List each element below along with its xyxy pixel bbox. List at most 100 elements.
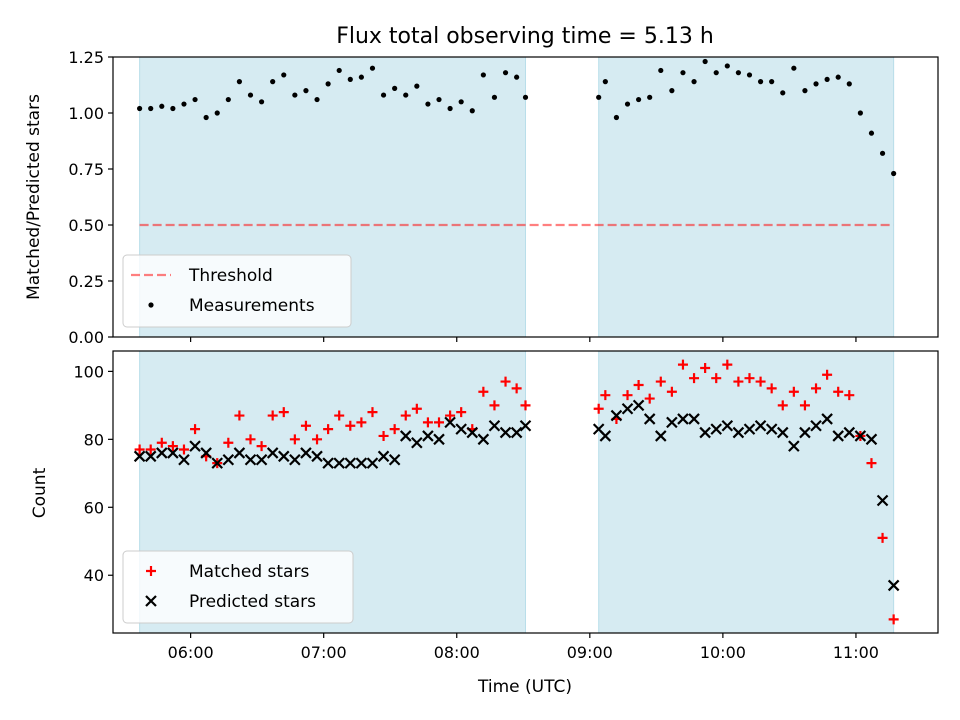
predicted-star-point bbox=[300, 447, 312, 459]
legend-entry-label: Threshold bbox=[188, 266, 273, 286]
legend-predicted-swatch bbox=[145, 595, 157, 607]
matched-star-point bbox=[367, 407, 378, 418]
predicted-star-point bbox=[699, 426, 711, 439]
measurement-point bbox=[757, 79, 764, 85]
matched-star-point bbox=[278, 407, 289, 418]
predicted-star-point bbox=[344, 457, 357, 469]
predicted-star-point bbox=[788, 440, 800, 452]
matched-star-point bbox=[445, 410, 456, 421]
measurement-point bbox=[613, 114, 620, 121]
panel-ratio: 0.00 0.25 0.50 0.75 1.00 1.25 Threshold Measure… bbox=[68, 48, 939, 347]
predicted-star-point bbox=[599, 430, 612, 442]
legend-entry-label: Predicted stars bbox=[189, 592, 316, 612]
matched-star-point bbox=[345, 420, 356, 431]
y-tick-label: 80 bbox=[84, 430, 104, 449]
matched-star-point bbox=[400, 410, 411, 421]
predicted-star-point bbox=[610, 409, 623, 422]
measurement-point bbox=[314, 96, 320, 103]
matched-star-point bbox=[866, 458, 877, 469]
measurement-point bbox=[769, 79, 775, 85]
matched-star-point bbox=[877, 532, 888, 543]
predicted-star-point bbox=[289, 453, 301, 466]
predicted-star-point bbox=[887, 579, 900, 592]
matched-star-point bbox=[378, 430, 389, 441]
predicted-star-point bbox=[677, 413, 689, 425]
predicted-star-point bbox=[244, 453, 257, 466]
measurement-point bbox=[735, 70, 742, 76]
predicted-star-point bbox=[754, 419, 767, 432]
matched-star-point bbox=[822, 369, 833, 380]
measurement-point bbox=[292, 92, 298, 98]
predicted-star-point bbox=[444, 416, 456, 429]
measurement-point bbox=[824, 76, 830, 82]
measurement-point bbox=[791, 65, 797, 71]
predicted-star-point bbox=[178, 453, 190, 466]
predicted-star-point bbox=[200, 447, 212, 459]
measurement-point bbox=[436, 96, 442, 103]
predicted-star-point bbox=[167, 447, 179, 459]
measurement-point bbox=[647, 94, 653, 100]
predicted-star-point bbox=[233, 447, 246, 459]
matched-star-point bbox=[389, 424, 400, 435]
predicted-star-point bbox=[821, 413, 833, 425]
x-axis-label: Time (UTC) bbox=[477, 677, 572, 697]
predicted-star-point bbox=[311, 450, 323, 463]
axes-frame bbox=[112, 350, 939, 634]
predicted-star-point bbox=[377, 450, 390, 463]
measurement-point bbox=[602, 79, 608, 85]
matched-star-point bbox=[666, 386, 677, 397]
matched-star-point bbox=[633, 379, 644, 390]
predicted-star-point bbox=[865, 433, 878, 446]
predicted-star-point bbox=[843, 426, 856, 439]
y-tick-label: 0.25 bbox=[68, 272, 104, 291]
measurement-point bbox=[596, 94, 602, 100]
y-tick-label: 0.75 bbox=[68, 160, 104, 179]
chart-title: Flux total observing time = 5.13 h bbox=[336, 24, 714, 49]
measurement-point bbox=[669, 88, 675, 94]
measurement-point bbox=[447, 105, 453, 112]
measurement-point bbox=[724, 63, 730, 69]
matched-star-point bbox=[520, 400, 531, 411]
legend: Threshold Measurements bbox=[122, 254, 352, 328]
measurement-point bbox=[425, 101, 431, 107]
predicted-star-point bbox=[333, 457, 345, 469]
matched-star-point bbox=[755, 376, 766, 387]
matched-star-point bbox=[600, 390, 611, 401]
predicted-star-point bbox=[876, 494, 889, 507]
matched-star-point bbox=[356, 417, 367, 428]
measurement-point bbox=[491, 94, 498, 100]
matched-star-point bbox=[744, 373, 755, 384]
y-tick-label: 0.00 bbox=[68, 328, 104, 347]
matched-star-point bbox=[312, 434, 323, 445]
matched-star-point bbox=[134, 444, 145, 455]
matched-star-point bbox=[500, 376, 511, 387]
predicted-star-point bbox=[222, 453, 235, 466]
measurement-point bbox=[203, 114, 209, 121]
measurement-point bbox=[702, 58, 708, 65]
measurement-point bbox=[658, 67, 664, 74]
measurement-point bbox=[480, 72, 486, 78]
top-y-axis-label: Matched/Predicted stars bbox=[24, 94, 44, 300]
x-tick-label: 11:00 bbox=[833, 643, 879, 662]
series-matched-stars bbox=[134, 359, 899, 625]
measurement-point bbox=[358, 74, 364, 80]
predicted-star-point bbox=[211, 457, 224, 469]
measurement-point bbox=[522, 94, 529, 100]
matched-star-point bbox=[799, 400, 810, 411]
measurement-point bbox=[780, 90, 786, 96]
measurement-point bbox=[857, 110, 863, 116]
measurement-point bbox=[281, 72, 287, 78]
matched-star-point bbox=[411, 403, 422, 414]
matched-star-point bbox=[788, 386, 799, 397]
measurement-point bbox=[258, 99, 265, 105]
measurement-point bbox=[247, 92, 254, 98]
y-tick-label: 60 bbox=[84, 498, 104, 517]
matched-star-point bbox=[655, 376, 666, 387]
predicted-star-point bbox=[189, 440, 201, 452]
x-tick-label: 10:00 bbox=[700, 643, 746, 662]
predicted-star-point bbox=[621, 402, 634, 415]
matched-star-point bbox=[334, 410, 345, 421]
panel-count: 40 60 80 100 06:00 07:00 08:00 09:00 10:00 11:00 M… bbox=[73, 350, 939, 662]
